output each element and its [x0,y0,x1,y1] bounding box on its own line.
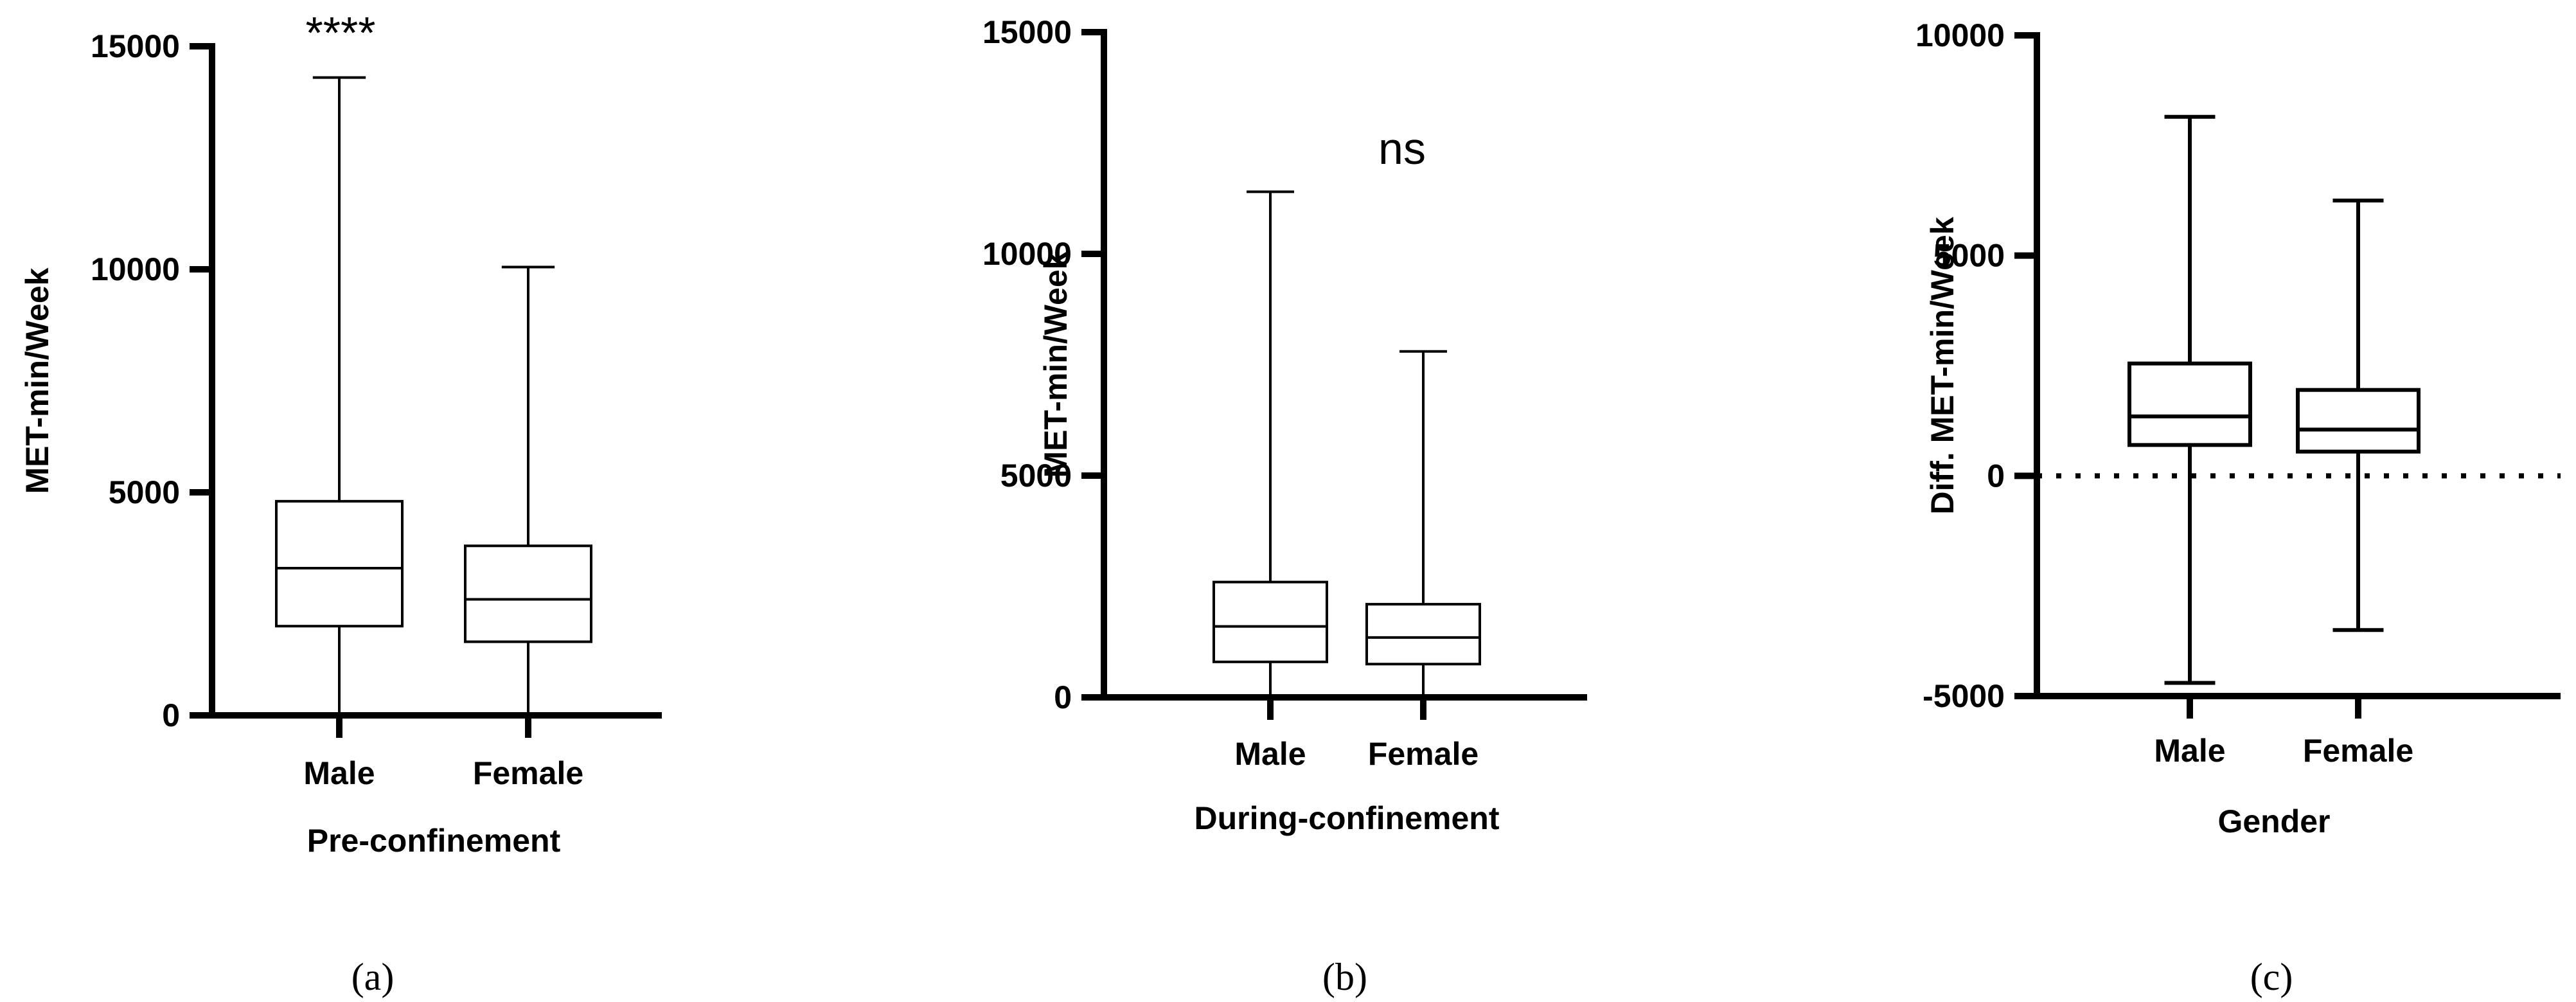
box-male [275,76,404,715]
y-tick-label: 15000 [91,28,180,64]
x-tick-label: Female [473,755,583,791]
panel-label: (a) [351,956,395,998]
x-tick-label: Male [2154,733,2225,769]
iqr-box [2127,361,2252,447]
y-tick-label: 0 [1054,679,1072,715]
y-tick-label: 5000 [1933,238,2005,274]
x-tick-label: Female [2303,733,2413,769]
panel-b: 0 5000 10000 15000 Male Female ns MET-min/Week D… [982,14,1587,998]
iqr-box [464,544,592,643]
y-tick-label: 10000 [982,236,1072,272]
iqr-box [1365,603,1481,666]
iqr-box [2296,388,2421,454]
x-tick-label: Male [303,755,375,791]
x-axis-label: Gender [2217,803,2330,839]
x-axis-label: Pre-confinement [307,823,561,859]
y-tick-label: 10000 [91,251,180,287]
y-tick-label: 0 [1987,458,2005,494]
y-axis-label: MET-min/Week [1038,251,1074,478]
y-tick-label: 10000 [1915,17,2005,53]
box-female [1365,350,1481,697]
x-axis-label: During-confinement [1195,800,1500,836]
panel-a: 0 5000 10000 15000 Male Female **** MET-min/Wee… [19,8,662,998]
panel-label: (c) [2250,956,2293,998]
y-tick-label: 0 [162,697,180,733]
box-male [2127,114,2252,685]
significance-annotation: ns [1378,123,1426,174]
panel-c: -5000 0 5000 10000 Male Female Diff. MET-min/W… [1915,17,2561,998]
y-tick-label: -5000 [1923,678,2005,714]
iqr-box [1212,580,1328,663]
panel-label: (b) [1322,956,1367,998]
y-tick-label: 5000 [109,474,180,510]
y-axis-label: MET-min/Week [19,267,55,494]
x-tick-label: Male [1234,736,1306,772]
y-axis-label: Diff. MET-min/Week [1924,217,1960,514]
box-male [1212,190,1328,697]
y-tick-label: 15000 [982,14,1072,50]
y-tick-label: 5000 [1000,458,1072,494]
x-tick-label: Female [1368,736,1479,772]
box-female [2296,199,2421,632]
significance-annotation: **** [306,8,376,58]
iqr-box [275,499,404,628]
box-female [464,265,592,715]
